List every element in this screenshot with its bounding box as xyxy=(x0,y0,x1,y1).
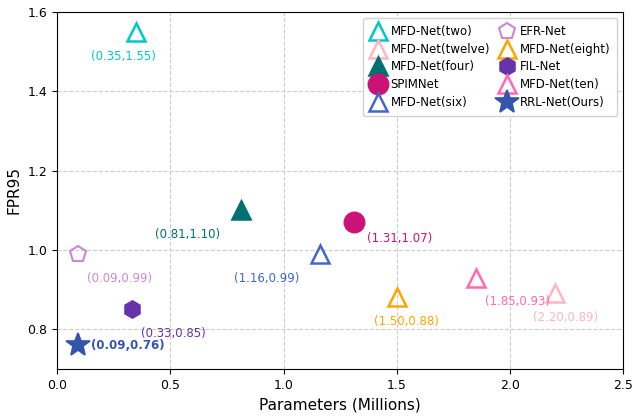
X-axis label: Parameters (Millions): Parameters (Millions) xyxy=(259,397,421,412)
Text: (0.33,0.85): (0.33,0.85) xyxy=(141,327,205,340)
Text: (1.85,0.93): (1.85,0.93) xyxy=(485,295,550,308)
Text: (1.16,0.99): (1.16,0.99) xyxy=(234,272,299,285)
Text: (2.20,0.89): (2.20,0.89) xyxy=(532,311,598,324)
Text: (1.50,0.88): (1.50,0.88) xyxy=(374,315,439,328)
Text: (0.09,0.99): (0.09,0.99) xyxy=(86,272,152,285)
Y-axis label: FPR95: FPR95 xyxy=(7,166,22,215)
Text: (0.81,1.10): (0.81,1.10) xyxy=(154,228,220,241)
Text: (1.31,1.07): (1.31,1.07) xyxy=(367,232,433,245)
Legend: MFD-Net(two), MFD-Net(twelve), MFD-Net(four), SPIMNet, MFD-Net(six), EFR-Net, MF: MFD-Net(two), MFD-Net(twelve), MFD-Net(f… xyxy=(364,18,617,116)
Text: (0.09,0.76): (0.09,0.76) xyxy=(91,339,165,352)
Text: (0.35,1.55): (0.35,1.55) xyxy=(91,49,156,62)
